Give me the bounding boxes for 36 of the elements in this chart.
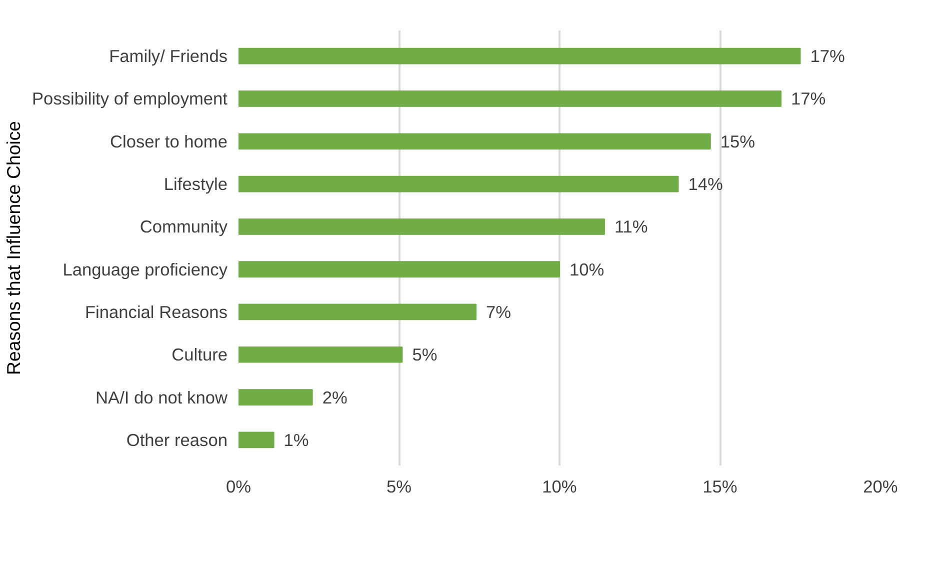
y-tick-label: Financial Reasons [84, 302, 228, 322]
bar [238, 48, 801, 64]
bar [238, 432, 274, 448]
bar [238, 261, 560, 278]
x-tick-label: 0% [226, 476, 252, 496]
bar [238, 176, 679, 192]
data-label: 15% [720, 131, 756, 152]
data-label: 2% [322, 387, 348, 408]
y-tick-label: NA/I do not know [96, 387, 228, 408]
y-tick-label: Culture [172, 344, 228, 365]
y-tick-label: Family/ Friends [109, 46, 228, 66]
y-tick-label: Lifestyle [164, 174, 228, 194]
y-tick-label: Community [140, 216, 228, 237]
bar [238, 133, 711, 150]
bar [238, 346, 403, 363]
bar [238, 218, 605, 235]
x-tick-label: 20% [863, 476, 898, 496]
y-tick-label: Closer to home [110, 131, 228, 152]
y-axis-title: Reasons that Influence Choice [3, 120, 24, 376]
y-tick-label: Language proficiency [62, 259, 228, 280]
bar [238, 90, 782, 107]
data-label: 17% [810, 46, 845, 66]
x-tick-label: 5% [386, 476, 412, 496]
y-tick-label: Other reason [126, 430, 228, 450]
data-label: 14% [688, 174, 723, 194]
data-label: 11% [614, 216, 648, 237]
data-label: 10% [570, 259, 604, 280]
data-label: 7% [486, 302, 512, 322]
x-tick-label: 10% [542, 476, 577, 496]
data-label: 17% [790, 88, 826, 109]
bar [238, 389, 313, 406]
data-label: 5% [412, 344, 438, 365]
y-tick-label: Possibility of employment [32, 88, 228, 109]
bar [238, 304, 477, 320]
data-label: 1% [284, 430, 309, 450]
x-tick-label: 15% [702, 476, 738, 496]
